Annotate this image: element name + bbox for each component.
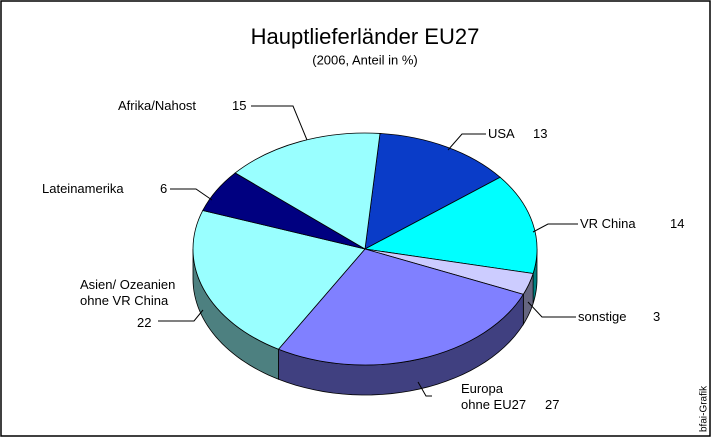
slice-value: 3 xyxy=(653,309,661,324)
source-note: bfai-Grafik xyxy=(699,385,710,432)
slice-value: 15 xyxy=(232,98,247,113)
slice-label: Asien/ Ozeanien ohne VR China xyxy=(80,277,176,308)
leader-line xyxy=(251,105,308,141)
pie-slice xyxy=(234,132,381,250)
chart-title: Hauptlieferländer EU27 xyxy=(251,24,480,49)
leader-line xyxy=(158,309,204,322)
slice-label: VR China xyxy=(580,216,636,231)
pie-slice xyxy=(364,133,501,250)
leader-line xyxy=(447,133,486,151)
leader-line xyxy=(527,301,576,318)
leader-line xyxy=(417,381,432,397)
slice-label: Europa ohne EU27 xyxy=(461,381,527,412)
slice-value: 13 xyxy=(533,126,548,141)
pie-slice xyxy=(192,210,366,350)
chart-subtitle: (2006, Anteil in %) xyxy=(312,52,418,67)
pie-slice xyxy=(363,176,538,274)
slice-value: 14 xyxy=(670,216,685,231)
slice-value: 6 xyxy=(160,181,168,196)
slice-label: sonstige xyxy=(578,309,627,324)
leader-line xyxy=(532,223,578,233)
slice-label: Afrika/Nahost xyxy=(118,98,197,113)
leader-line xyxy=(170,188,213,201)
slice-value: 27 xyxy=(545,397,560,412)
slice-label: USA xyxy=(488,126,515,141)
slice-value: 22 xyxy=(137,315,152,330)
pie-slice xyxy=(277,248,524,366)
slice-label: Lateinamerika xyxy=(42,181,124,196)
